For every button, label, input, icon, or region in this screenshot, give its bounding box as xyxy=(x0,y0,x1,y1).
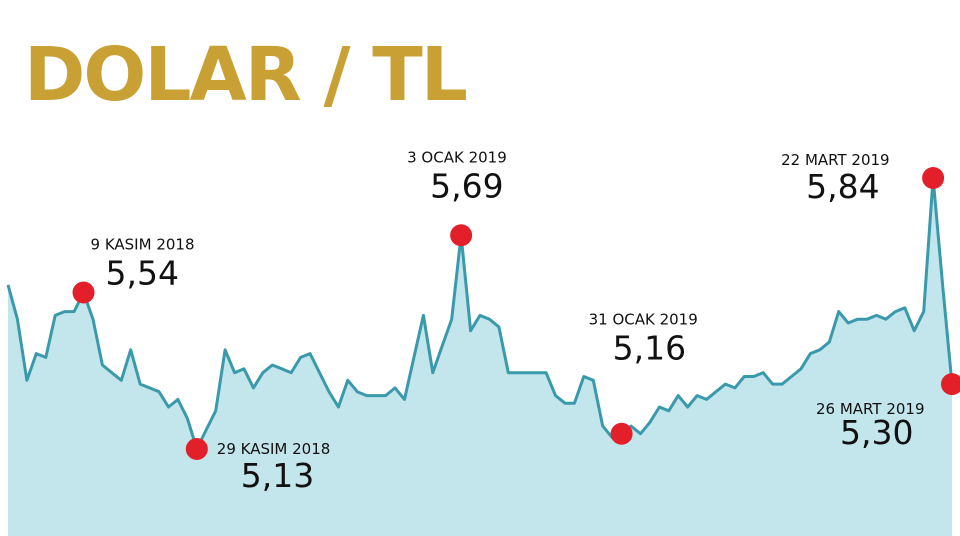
annotation-value: 5,54 xyxy=(106,254,179,293)
annotation-date: 22 MART 2019 xyxy=(781,151,890,169)
marker xyxy=(450,224,473,247)
annotation-value: 5,69 xyxy=(430,166,503,205)
annotation-date: 26 MART 2019 xyxy=(816,400,925,418)
marker xyxy=(72,281,95,304)
marker xyxy=(185,438,208,460)
annotation-date: 9 KASIM 2018 xyxy=(91,236,195,254)
annotation-date: 29 KASIM 2018 xyxy=(217,440,331,458)
annotation-value: 5,16 xyxy=(613,329,686,368)
annotation-value: 5,30 xyxy=(840,413,913,452)
marker xyxy=(941,373,960,396)
area xyxy=(8,178,952,536)
marker xyxy=(922,167,945,189)
annotation-date: 31 OCAK 2019 xyxy=(589,311,698,329)
line xyxy=(6,176,954,451)
chart-title: DOLAR / TL xyxy=(24,32,467,118)
marker xyxy=(610,422,633,445)
annotation-date: 3 OCAK 2019 xyxy=(407,148,507,166)
annotation-value: 5,84 xyxy=(806,167,879,206)
annotation-value: 5,13 xyxy=(241,456,314,495)
